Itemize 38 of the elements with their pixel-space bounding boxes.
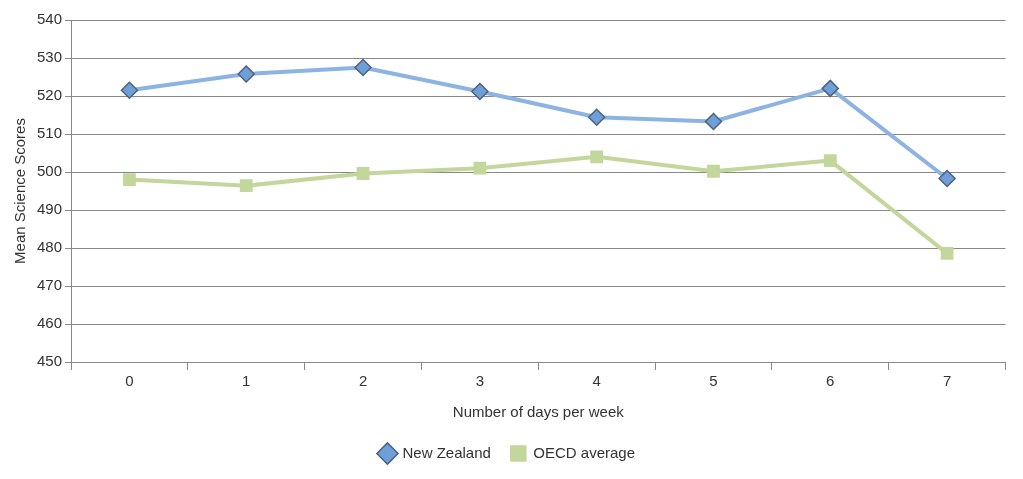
x-tick-label: 1 [242, 372, 251, 390]
y-tick-label: 510 [37, 124, 63, 142]
point [473, 161, 487, 175]
point [237, 65, 255, 83]
legend-label: New Zealand [402, 443, 491, 461]
y-tick-label: 490 [37, 200, 63, 218]
point [821, 79, 840, 98]
point [823, 154, 837, 168]
y-tick-label: 470 [37, 276, 63, 294]
point [239, 179, 253, 193]
y-tick-label: 520 [37, 86, 63, 104]
x-tick-label: 4 [592, 372, 601, 390]
x-tick-label: 2 [358, 372, 368, 390]
y-tick-label: 540 [37, 10, 63, 28]
point [354, 58, 372, 77]
x-tick-label: 6 [826, 372, 835, 390]
point [471, 82, 489, 101]
point [587, 108, 606, 127]
y-axis-title: Mean Science Scores [11, 118, 29, 264]
point [704, 112, 723, 131]
point [120, 81, 139, 100]
x-tick-label: 7 [942, 372, 952, 390]
y-tick-label: 460 [37, 314, 63, 332]
x-tick-label: 0 [125, 372, 134, 390]
point [356, 167, 370, 180]
x-tick-label: 3 [475, 372, 485, 390]
point [590, 150, 604, 164]
y-tick-label: 450 [37, 352, 63, 370]
y-tick-label: 480 [37, 238, 63, 256]
point [707, 164, 720, 178]
y-tick-label: 530 [37, 48, 63, 66]
y-tick-label: 500 [37, 162, 63, 180]
x-axis-title: Number of days per week [452, 403, 625, 421]
x-tick-label: 5 [709, 372, 718, 390]
legend-label: OECD average [533, 443, 636, 461]
point [940, 246, 954, 260]
point [123, 173, 136, 187]
point [938, 169, 956, 188]
